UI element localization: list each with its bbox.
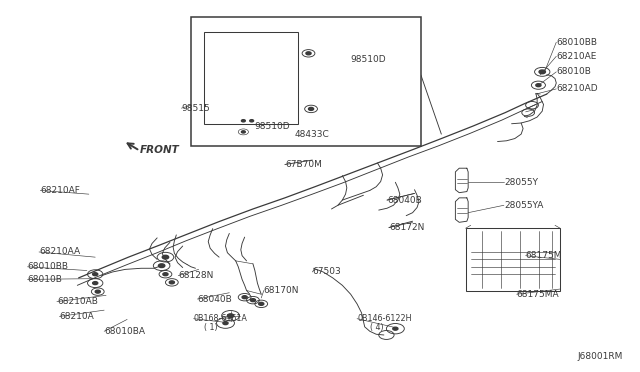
Circle shape (250, 120, 253, 122)
Circle shape (93, 273, 98, 276)
Text: 98510D: 98510D (255, 122, 291, 131)
Text: 68210AE: 68210AE (556, 52, 596, 61)
Text: 68010B: 68010B (556, 67, 591, 76)
Text: ( 4): ( 4) (370, 323, 383, 332)
Circle shape (241, 120, 245, 122)
Circle shape (242, 296, 247, 299)
Text: 68128N: 68128N (178, 271, 214, 280)
Text: 68210AD: 68210AD (556, 84, 598, 93)
Text: 68010BB: 68010BB (556, 38, 597, 47)
Text: 48433C: 48433C (294, 130, 329, 140)
Text: 68040B: 68040B (387, 196, 422, 205)
Text: 68040B: 68040B (197, 295, 232, 304)
Text: ( 1): ( 1) (204, 323, 218, 332)
Circle shape (259, 302, 264, 305)
Text: 68175MA: 68175MA (516, 290, 559, 299)
Text: 68010B: 68010B (28, 275, 62, 284)
Circle shape (536, 84, 541, 87)
Text: 68210AF: 68210AF (40, 186, 80, 195)
Circle shape (250, 299, 255, 302)
Text: 68210A: 68210A (60, 312, 94, 321)
FancyBboxPatch shape (191, 17, 421, 146)
Circle shape (227, 314, 234, 318)
Text: 68010BB: 68010BB (28, 262, 68, 271)
Text: 98515: 98515 (181, 104, 210, 113)
Circle shape (163, 255, 169, 259)
Circle shape (223, 322, 228, 325)
Text: 28055Y: 28055Y (504, 178, 538, 187)
Circle shape (393, 327, 398, 330)
Circle shape (163, 273, 168, 276)
Circle shape (241, 131, 245, 133)
Text: 68170N: 68170N (264, 286, 300, 295)
Text: 68010BA: 68010BA (104, 327, 145, 336)
Circle shape (93, 282, 98, 285)
Circle shape (170, 281, 174, 284)
Circle shape (159, 264, 165, 267)
Circle shape (95, 290, 100, 293)
Text: 28055YA: 28055YA (504, 201, 543, 210)
Text: 98510D: 98510D (351, 55, 387, 64)
Text: 68172N: 68172N (389, 223, 424, 232)
Circle shape (306, 52, 311, 55)
Text: 67503: 67503 (312, 267, 341, 276)
Text: 68175M: 68175M (525, 251, 562, 260)
Text: 0B168-6161A: 0B168-6161A (193, 314, 248, 323)
Text: 0B146-6122H: 0B146-6122H (357, 314, 412, 323)
Text: FRONT: FRONT (140, 145, 180, 155)
FancyBboxPatch shape (204, 32, 298, 124)
Text: 67B70M: 67B70M (285, 160, 322, 169)
FancyBboxPatch shape (466, 228, 560, 291)
Text: 68210AA: 68210AA (39, 247, 80, 256)
Text: J68001RM: J68001RM (578, 352, 623, 361)
Circle shape (539, 70, 545, 74)
Circle shape (308, 108, 314, 110)
Text: 68210AB: 68210AB (57, 297, 98, 306)
